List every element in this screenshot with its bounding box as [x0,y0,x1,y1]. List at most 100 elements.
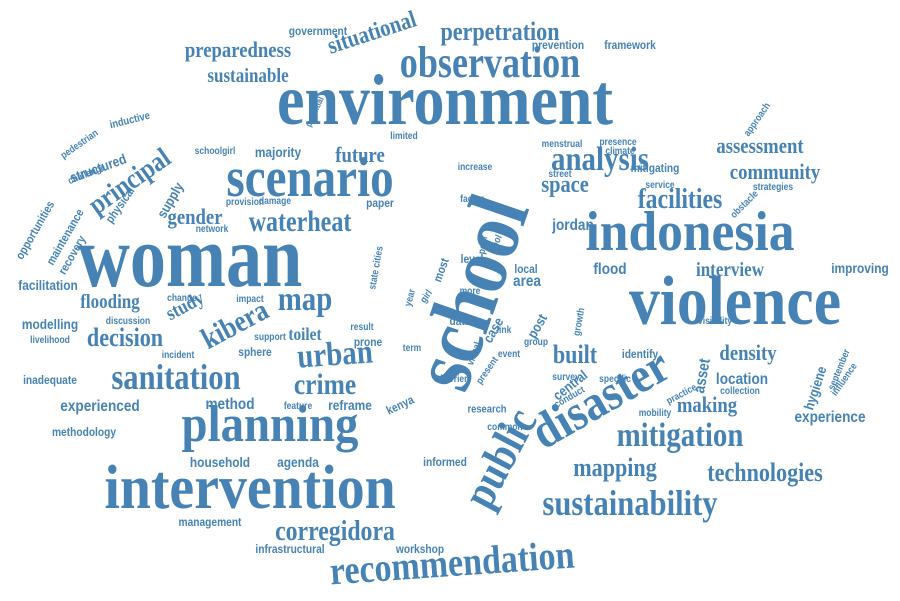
word-interview: interview [696,259,764,281]
word-inductive: inductive [108,109,152,132]
word-method: method [205,396,255,413]
word-agenda: agenda [277,454,319,470]
word-framework: framework [604,38,656,52]
word-level: level [460,252,484,266]
word-observation: observation [399,38,581,87]
word-strategies: strategies [752,182,794,193]
word-prone: prone [353,335,383,349]
word-change: change [167,293,197,304]
word-livelihood: livelihood [30,335,70,346]
word-woman: woman [77,209,303,306]
word-paper: paper [366,196,394,210]
word-mitigation: mitigation [616,417,744,454]
word-prevention: prevention [531,38,585,52]
word-sustainable: sustainable [207,65,289,87]
word-sanitation: sanitation [111,357,241,397]
word-specific: specific [599,374,631,385]
word-location: location [715,371,769,388]
word-crime: crime [293,368,357,401]
word-mapping: mapping [573,453,657,482]
word-damage: damage [258,196,292,207]
word-scenario: scenario [226,147,394,209]
word-workshop: workshop [395,542,445,556]
word-limited: limited [390,131,418,142]
word-visibility: visibility [697,316,733,327]
word-pedestrian: pedestrian [58,127,101,162]
word-network: network [195,224,229,235]
word-area: area [513,273,541,290]
word-local: local [514,262,538,276]
word-feature: feature [283,401,313,412]
word-waterheat: waterheat [248,205,352,238]
word-infrastructural: infrastructural [255,542,325,556]
word-technologies: technologies [707,458,823,487]
word-methodology: methodology [51,425,117,439]
word-modelling: modelling [21,316,79,332]
word-sustainability: sustainability [542,483,718,523]
word-term: term [402,343,422,354]
word-toilet: toilet [288,324,322,344]
word-flooding: flooding [80,291,140,313]
word-map: map [277,281,333,318]
word-improving: improving [831,260,889,276]
word-support: support [254,332,286,343]
word-government: government [288,24,348,38]
word-inadequate: inadequate [23,373,77,387]
word-public: public [452,399,547,516]
word-sphere: sphere [238,345,272,359]
word-common: common [487,422,523,433]
word-hygiene: hygiene [800,364,830,412]
word-street: street [548,169,572,180]
word-incident: incident [161,350,195,361]
word-gender: gender [167,204,223,229]
word-future: future [335,142,385,167]
word-analysis: analysis [551,141,649,178]
word-kenya: kenya [383,392,417,418]
word-provision: provision [225,197,265,208]
word-mitigating: mitigating [630,161,680,175]
word-more: more [459,286,481,297]
word-factor: factor [460,194,484,205]
word-reframe: reframe [328,397,372,413]
word-facilities: facilities [637,184,723,215]
word-discussion: discussion [105,316,151,327]
word-experienced: experienced [60,398,140,415]
word-preparedness: preparedness [184,37,292,62]
word-jordan: jordan [552,217,594,234]
word-state-cities: state cities [367,245,386,291]
word-mobility: mobility [638,408,672,419]
word-corregidora: corregidora [275,516,395,547]
word-space: space [541,172,589,198]
word-research: research [467,403,507,416]
word-barrier: barrier [440,374,468,385]
word-impact: impact [236,294,264,305]
word-making: making [676,392,738,417]
word-service: service [645,180,675,191]
word-growth: growth [571,307,588,337]
word-planning: planning [181,396,359,453]
word-group: group [523,337,549,348]
word-event: event [497,349,521,360]
word-presence: presence [599,137,637,148]
word-identify: identify [621,347,659,361]
word-schoolgirl: schoolgirl [194,146,236,157]
word-community: community [729,159,821,184]
word-management: management [178,515,242,529]
word-assessment: assessment [716,133,804,158]
word-household: household [189,454,251,470]
word-majority: majority [254,144,302,160]
word-violence: violence [628,263,842,340]
word-increase: increase [457,162,493,173]
word-result: result [350,322,374,333]
word-informed: informed [423,455,467,469]
word-survey: survey [552,372,580,383]
word-decision: decision [86,323,164,352]
word-facilitation: facilitation [18,277,78,293]
word-intervention: intervention [104,454,396,522]
word-perpetration: perpetration [440,17,560,46]
word-collection: collection [720,386,760,397]
word-built: built [552,340,598,369]
word-experience: experience [794,409,866,426]
word-data: data [449,314,471,328]
